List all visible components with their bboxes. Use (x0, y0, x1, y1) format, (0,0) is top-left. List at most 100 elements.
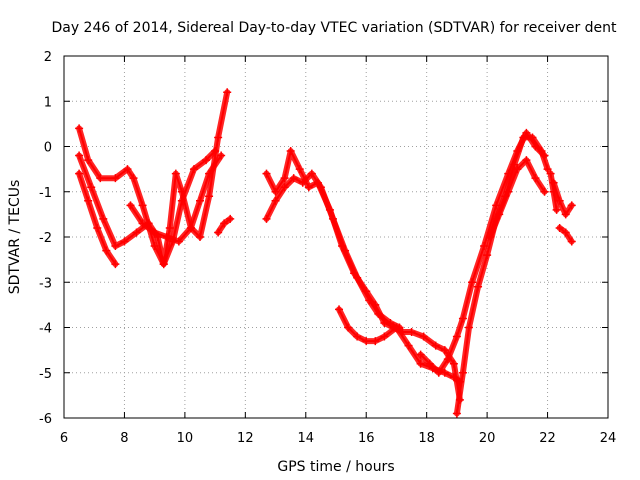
y-axis-label: SDTVAR / TECUs (7, 180, 23, 295)
data-point (271, 196, 280, 205)
data-point (519, 133, 528, 142)
data-point (177, 187, 186, 196)
x-tick-label: 10 (177, 431, 194, 446)
data-point (537, 147, 546, 156)
y-tick-label: -4 (39, 322, 52, 337)
data-point (440, 346, 449, 355)
data-point (75, 169, 84, 178)
data-point (111, 174, 120, 183)
data-point (132, 228, 141, 237)
data-point (483, 251, 492, 260)
data-point (365, 296, 374, 305)
data-point (196, 233, 204, 241)
data-point (561, 228, 570, 237)
data-point (380, 332, 389, 341)
data-point (513, 165, 522, 174)
y-tick-label: 2 (44, 50, 52, 65)
data-point (286, 147, 295, 156)
data-point (262, 169, 271, 178)
data-point (189, 165, 198, 174)
x-tick-label: 12 (237, 431, 254, 446)
data-point (96, 174, 105, 183)
data-point (407, 328, 416, 337)
data-point (434, 368, 443, 377)
data-point (165, 223, 174, 232)
data-point (226, 214, 235, 223)
data-point (371, 337, 380, 346)
y-tick-label: 0 (44, 141, 52, 156)
data-point (464, 323, 473, 332)
series-core-arc7 (265, 172, 401, 329)
x-tick-label: 20 (479, 431, 496, 446)
data-point (75, 151, 84, 160)
chart-title: Day 246 of 2014, Sidereal Day-to-day VTE… (51, 20, 617, 36)
data-point (202, 156, 211, 165)
data-point (561, 210, 570, 219)
data-point (289, 174, 298, 183)
data-point (186, 223, 195, 232)
y-tick-label: -3 (39, 276, 52, 291)
data-point (522, 156, 531, 165)
data-point (362, 337, 371, 346)
data-point (552, 205, 561, 214)
data-point (452, 332, 461, 341)
data-point (353, 332, 362, 341)
y-tick-label: -2 (39, 231, 52, 246)
data-point (126, 201, 135, 210)
data-point (540, 187, 549, 196)
data-point (87, 183, 96, 192)
series-core-arc1 (78, 127, 217, 266)
y-tick-label: 1 (44, 95, 52, 110)
y-tick-label: -1 (39, 186, 52, 201)
data-point (567, 201, 576, 210)
data-point (452, 409, 461, 418)
x-tick-label: 8 (120, 431, 128, 446)
data-point (495, 210, 504, 219)
data-point (99, 214, 108, 223)
data-point (220, 219, 229, 228)
data-series (75, 88, 576, 418)
data-point (84, 156, 93, 165)
data-point (162, 233, 171, 241)
data-point (474, 282, 483, 291)
data-point (120, 237, 129, 246)
data-point (93, 223, 102, 232)
data-point (138, 219, 147, 228)
data-point (468, 278, 476, 287)
data-point (205, 192, 214, 201)
data-point (419, 332, 428, 341)
data-point (458, 368, 467, 377)
data-point (458, 314, 467, 323)
data-point (567, 237, 576, 246)
data-point (295, 165, 304, 174)
data-point (214, 133, 223, 142)
data-point (280, 183, 289, 192)
data-point (344, 323, 353, 332)
x-tick-label: 22 (539, 431, 556, 446)
data-point (75, 124, 84, 133)
data-point (123, 165, 132, 174)
data-point (504, 187, 513, 196)
data-point (102, 246, 111, 255)
data-point (174, 237, 183, 246)
data-point (374, 309, 383, 318)
data-point (150, 228, 159, 237)
data-point (353, 273, 362, 282)
data-point (416, 359, 425, 368)
data-point (205, 169, 214, 178)
data-point (431, 341, 440, 350)
data-point (111, 242, 120, 251)
data-point (307, 169, 316, 178)
data-point (335, 305, 344, 314)
data-point (341, 246, 350, 255)
data-point (404, 341, 413, 350)
data-point (129, 174, 138, 183)
data-point (111, 260, 120, 269)
data-point (449, 359, 458, 368)
data-point (84, 196, 93, 205)
data-point (316, 183, 325, 192)
x-axis-ticks: 6 8 10 12 14 16 18 20 22 24 (60, 56, 616, 446)
data-point (386, 318, 395, 327)
data-point (298, 178, 307, 187)
data-point (486, 233, 495, 241)
